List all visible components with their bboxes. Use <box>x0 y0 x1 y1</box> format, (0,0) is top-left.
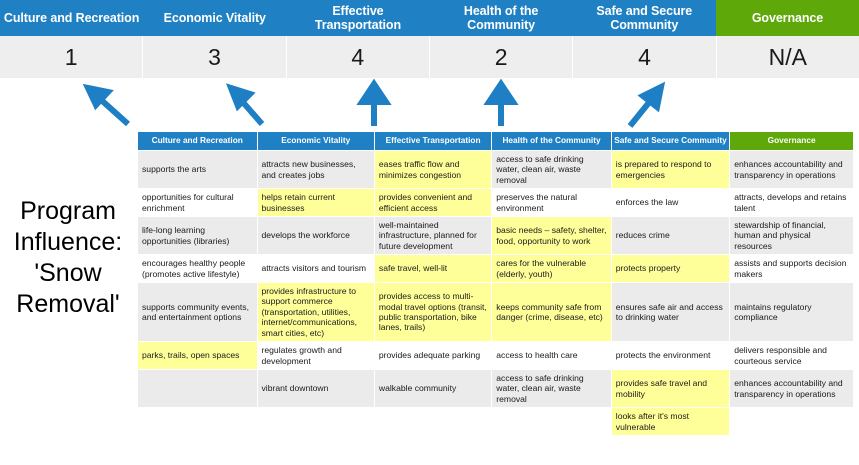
matrix-header-row: Culture and Recreation Economic Vitality E… <box>137 131 854 151</box>
matrix-cell-r5-c3: access to health care <box>491 341 612 370</box>
scorecard-header-0: Culture and Recreation <box>0 0 144 36</box>
matrix-cell-r6-c5: enhances accountability and transparency… <box>729 368 854 409</box>
matrix-col-header-2: Effective Transportation <box>373 131 493 151</box>
matrix-cell-r7-c0 <box>137 407 258 436</box>
scorecard-header-4: Safe and Secure Community <box>572 0 716 36</box>
blue-arrow-icon-3 <box>356 78 392 126</box>
matrix-cell-r4-c5: maintains regulatory compliance <box>729 282 854 343</box>
scorecard-value-3: 2 <box>430 36 574 78</box>
matrix-cell-r6-c4: provides safe travel and mobility <box>610 368 731 409</box>
program-influence-label: Program Influence: 'Snow Removal' <box>2 196 134 320</box>
matrix-cell-r3-c3: cares for the vulnerable (elderly, youth… <box>491 254 612 284</box>
matrix-row: supports community events, and entertain… <box>137 282 854 343</box>
matrix-cell-r7-c1 <box>256 407 375 436</box>
matrix-header: Culture and Recreation Economic Vitality E… <box>137 131 854 151</box>
matrix-row: life-long learning opportunities (librar… <box>137 216 854 256</box>
matrix-cell-r7-c5 <box>729 407 854 436</box>
scorecard-banner: Culture and Recreation Economic Vitality E… <box>0 0 859 78</box>
scorecard-header-row: Culture and Recreation Economic Vitality E… <box>0 0 859 36</box>
matrix-cell-r3-c5: assists and supports decision makers <box>729 254 854 284</box>
matrix-cell-r5-c4: protects the environment <box>610 341 731 370</box>
blue-arrow-icon-4 <box>483 78 519 126</box>
scorecard-value-1: 3 <box>143 36 287 78</box>
scorecard-header-5: Governance <box>715 0 859 36</box>
matrix-cell-r5-c1: regulates growth and development <box>256 341 375 370</box>
matrix-col-header-4: Safe and Secure Community <box>610 131 731 151</box>
matrix-cell-r5-c5: delivers responsible and courteous servi… <box>729 341 854 370</box>
matrix-cell-r1-c3: preserves the natural environment <box>491 188 612 218</box>
scorecard-value-2: 4 <box>287 36 430 78</box>
matrix-row: supports the arts attracts new businesses… <box>137 149 854 190</box>
matrix-cell-r3-c2: safe travel, well-lit <box>373 254 493 284</box>
matrix-cell-r0-c2: eases traffic flow and minimizes congest… <box>373 149 493 190</box>
matrix-cell-r4-c0: supports community events, and entertain… <box>137 282 258 343</box>
matrix-cell-r6-c0 <box>137 368 258 409</box>
matrix-cell-r4-c4: ensures safe air and access to drinking … <box>610 282 731 343</box>
matrix-cell-r0-c0: supports the arts <box>137 149 258 190</box>
arrows-svg <box>82 78 666 128</box>
matrix-cell-r0-c5: enhances accountability and transparency… <box>729 149 854 190</box>
scorecard-value-4: 4 <box>573 36 717 78</box>
blue-arrow-icon-2 <box>225 83 265 126</box>
matrix-cell-r6-c2: walkable community <box>373 368 493 409</box>
matrix-body: supports the arts attracts new businesses… <box>137 149 854 436</box>
matrix-col-header-0: Culture and Recreation <box>137 131 258 151</box>
matrix-row: parks, trails, open spaces regulates grow… <box>137 341 854 370</box>
matrix-cell-r3-c4: protects property <box>610 254 731 284</box>
matrix-cell-r2-c1: develops the workforce <box>256 216 375 256</box>
matrix-cell-r5-c0: parks, trails, open spaces <box>137 341 258 370</box>
matrix-cell-r3-c0: encourages healthy people (promotes acti… <box>137 254 258 284</box>
program-influence-matrix: Culture and Recreation Economic Vitality E… <box>137 131 854 436</box>
program-influence-label-line-2: 'Snow <box>34 259 102 287</box>
scorecard-value-5: N/A <box>768 43 807 70</box>
matrix-cell-r2-c3: basic needs – safety, shelter, food, opp… <box>491 216 612 256</box>
program-influence-label-line-3: Removal' <box>16 290 120 318</box>
matrix-row: looks after it's most vulnerable <box>137 407 854 436</box>
matrix-cell-r7-c4: looks after it's most vulnerable <box>610 407 731 436</box>
matrix-cell-r4-c1: provides infrastructure to support comme… <box>256 282 375 343</box>
matrix-col-header-3: Health of the Community <box>491 131 612 151</box>
matrix-col-header-1: Economic Vitality <box>256 131 375 151</box>
blue-arrow-icon-1 <box>82 83 131 127</box>
program-influence-label-line-0: Program <box>20 197 116 225</box>
matrix-col-header-5: Governance <box>729 131 854 151</box>
matrix-cell-r2-c4: reduces crime <box>610 216 731 256</box>
matrix-cell-r4-c2: provides access to multi-modal travel op… <box>373 282 493 343</box>
arrow-group <box>0 74 859 134</box>
matrix-cell-r0-c1: attracts new businesses, and creates job… <box>256 149 375 190</box>
matrix-row: encourages healthy people (promotes acti… <box>137 254 854 284</box>
matrix-cell-r0-c3: access to safe drinking water, clean air… <box>491 149 612 190</box>
matrix-cell-r1-c2: provides convenient and efficient access <box>373 188 493 218</box>
scorecard-header-2: Effective Transportation <box>286 0 430 36</box>
matrix-cell-r7-c2 <box>373 407 493 436</box>
matrix-cell-r6-c3: access to safe drinking water, clean air… <box>491 368 612 409</box>
program-influence-label-line-1: Influence: <box>13 228 123 256</box>
scorecard-value-row: 1 3 4 2 4 N/A <box>0 36 859 78</box>
matrix-row: vibrant downtown walkable community access… <box>137 368 854 409</box>
matrix-cell-r1-c5: attracts, develops and retains talent <box>729 188 854 218</box>
matrix-cell-r6-c1: vibrant downtown <box>256 368 375 409</box>
matrix-cell-r2-c0: life-long learning opportunities (librar… <box>137 216 258 256</box>
matrix-cell-r1-c0: opportunities for cultural enrichment <box>137 188 258 218</box>
matrix-cell-r2-c5: stewardship of financial, human and phys… <box>729 216 854 256</box>
blue-arrow-icon-5 <box>627 81 666 128</box>
scorecard-value-0: 1 <box>0 36 144 78</box>
scorecard-header-1: Economic Vitality <box>143 0 287 36</box>
matrix-cell-r0-c4: is prepared to respond to emergencies <box>610 149 731 190</box>
matrix-cell-r5-c2: provides adequate parking <box>373 341 493 370</box>
matrix-cell-r2-c2: well-maintained infrastructure, planned … <box>373 216 493 256</box>
matrix-cell-r7-c3 <box>491 407 612 436</box>
scorecard-header-3: Health of the Community <box>429 0 573 36</box>
matrix-cell-r3-c1: attracts visitors and tourism <box>256 254 375 284</box>
matrix-cell-r1-c4: enforces the law <box>610 188 731 218</box>
matrix-cell-r4-c3: keeps community safe from danger (crime,… <box>491 282 612 343</box>
matrix-cell-r1-c1: helps retain current businesses <box>256 188 375 218</box>
matrix-row: opportunities for cultural enrichment hel… <box>137 188 854 218</box>
